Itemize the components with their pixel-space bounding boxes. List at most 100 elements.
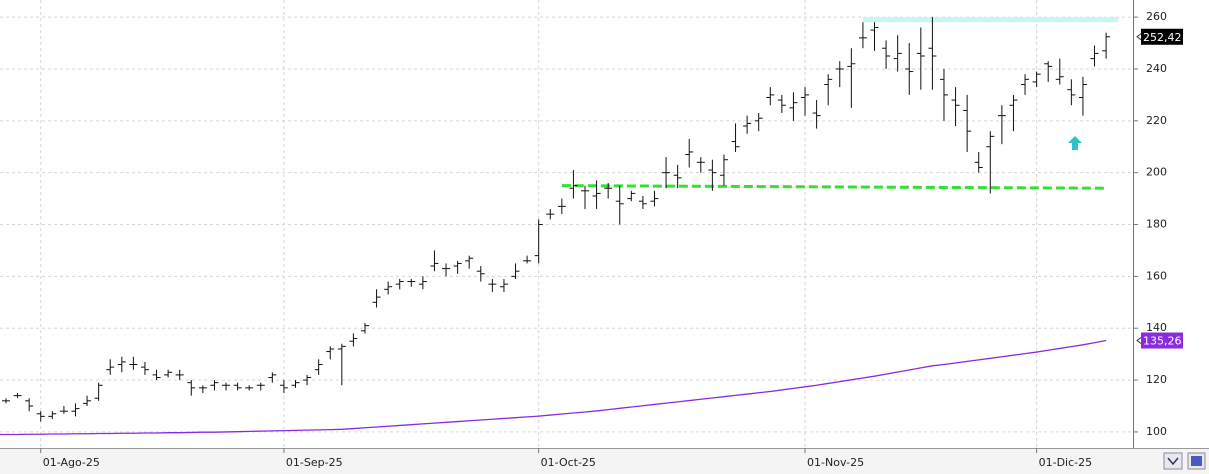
ohlc-bar <box>638 196 647 209</box>
last-price-label-box <box>1141 28 1183 45</box>
ohlc-bar <box>685 138 694 168</box>
ohlc-bar <box>59 406 68 414</box>
ohlc-bar <box>187 380 196 396</box>
ohlc-bar <box>905 43 914 95</box>
ohlc-bar <box>627 190 636 202</box>
ohlc-bar <box>963 94 972 152</box>
ohlc-bar <box>1021 74 1030 95</box>
ohlc-bar <box>615 185 624 225</box>
ohlc-bar <box>140 361 149 375</box>
x-tick-label: 01-Nov-25 <box>807 456 864 469</box>
ohlc-bar <box>476 266 485 282</box>
ohlc-bar <box>916 27 925 90</box>
ohlc-bar <box>743 115 752 134</box>
ohlc-bar <box>1055 58 1064 85</box>
ohlc-bar <box>337 343 346 386</box>
ohlc-bar <box>256 382 265 391</box>
ohlc-bar <box>1009 94 1018 132</box>
ohlc-bar <box>882 40 891 69</box>
ohlc-bar <box>1078 76 1087 116</box>
ohlc-bar <box>94 382 103 401</box>
y-tick-label: 140 <box>1146 321 1167 334</box>
y-tick-label: 260 <box>1146 10 1167 23</box>
ohlc-bar <box>546 208 555 220</box>
ohlc-bar <box>824 74 833 106</box>
ohlc-bar <box>233 382 242 391</box>
ohlc-bar <box>279 380 288 394</box>
ohlc-bar <box>268 372 277 383</box>
ohlc-bar <box>152 369 161 381</box>
ohlc-bar <box>719 154 728 186</box>
ohlc-bar <box>83 395 92 406</box>
save-icon <box>1191 456 1202 466</box>
toolbar <box>1163 452 1206 470</box>
resistance-band <box>862 17 1118 23</box>
ohlc-bar <box>1067 79 1076 106</box>
ohlc-bar <box>418 276 427 290</box>
ohlc-bar <box>303 374 312 386</box>
average-label-pointer <box>1136 337 1142 344</box>
ohlc-bar <box>789 92 798 121</box>
ohlc-bar <box>117 356 126 373</box>
ohlc-bar <box>314 359 323 375</box>
average-label: 135,26 <box>1143 335 1182 348</box>
y-tick-label: 160 <box>1146 269 1167 282</box>
x-tick-label: 01-Ago-25 <box>43 456 100 469</box>
ohlc-bar <box>499 278 508 292</box>
ohlc-bar <box>25 398 34 412</box>
ohlc-bar <box>453 260 462 274</box>
ohlc-bar <box>777 94 786 114</box>
ohlc-bar <box>696 157 705 173</box>
ohlc-bar <box>951 87 960 126</box>
ohlc-bar <box>858 22 867 49</box>
x-tick-label: 01-Sep-25 <box>286 456 343 469</box>
ohlc-bar <box>395 278 404 290</box>
ohlc-bar <box>1090 45 1099 67</box>
ohlc-bar <box>511 263 520 279</box>
ohlc-bar <box>372 289 381 308</box>
ohlc-bar <box>801 87 810 116</box>
ohlc-bar <box>847 48 856 108</box>
ohlc-bar <box>106 359 115 375</box>
ohlc-bar <box>210 380 219 391</box>
ohlc-bar <box>893 35 902 72</box>
ohlc-bar <box>997 105 1006 145</box>
ohlc-bar <box>164 369 173 378</box>
zoom-button[interactable] <box>1163 452 1183 470</box>
signal-arrow <box>1068 136 1082 150</box>
ohlc-bar <box>812 100 821 129</box>
ohlc-bar <box>662 157 671 189</box>
ohlc-bar <box>360 323 369 334</box>
ohlc-bar <box>222 382 231 391</box>
moving-average <box>0 339 1107 436</box>
ohlc-bar <box>986 131 995 194</box>
ohlc-bar <box>430 250 439 272</box>
ohlc-bar <box>488 278 497 292</box>
ohlc-bar <box>384 281 393 295</box>
x-tick-label: 01-Dic-25 <box>1039 456 1093 469</box>
ohlc-bar <box>326 346 335 360</box>
x-axis-strip <box>0 448 1209 474</box>
ohlc-bar <box>1044 61 1053 82</box>
y-tick-label: 120 <box>1146 373 1167 386</box>
ohlc-bar <box>13 393 22 399</box>
ohlc-bar <box>928 17 937 90</box>
ohlc-bar <box>36 411 45 422</box>
ohlc-bar <box>673 164 682 189</box>
ohlc-bar <box>1102 32 1111 59</box>
ohlc-bar <box>407 278 416 287</box>
ohlc-bar <box>175 369 184 381</box>
ohlc-bar <box>604 183 613 199</box>
ohlc-bar <box>974 151 983 173</box>
ohlc-bar <box>71 403 80 417</box>
ohlc-bar <box>581 185 589 209</box>
ohlc-bar <box>754 113 763 132</box>
ohlc-bar <box>198 385 207 394</box>
ohlc-bar <box>48 411 57 419</box>
ohlc-bar <box>442 263 451 277</box>
ohlc-bar <box>245 385 254 391</box>
ohlc-bar <box>523 255 532 264</box>
ohlc-bar <box>1032 71 1041 88</box>
